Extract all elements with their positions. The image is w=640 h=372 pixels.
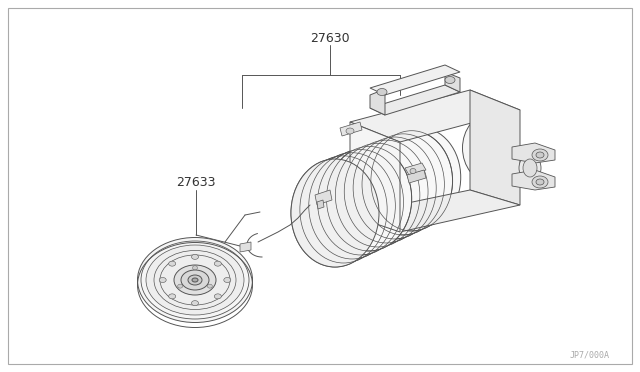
Polygon shape [350,190,520,232]
Polygon shape [445,72,460,92]
Ellipse shape [138,237,253,323]
Ellipse shape [191,254,198,259]
Ellipse shape [445,77,455,83]
Text: 27633: 27633 [176,176,216,189]
Ellipse shape [536,152,544,158]
Ellipse shape [463,114,518,182]
Ellipse shape [188,275,202,285]
Ellipse shape [377,89,387,96]
Polygon shape [317,200,324,209]
Ellipse shape [532,149,548,161]
Ellipse shape [181,270,209,290]
Ellipse shape [191,301,198,306]
Ellipse shape [169,294,175,299]
Ellipse shape [224,278,231,282]
Ellipse shape [214,294,221,299]
Ellipse shape [317,150,403,255]
Ellipse shape [380,128,461,227]
Ellipse shape [523,159,537,177]
Polygon shape [512,143,555,163]
Polygon shape [340,122,362,136]
Ellipse shape [291,159,379,267]
Ellipse shape [178,284,182,288]
Ellipse shape [193,266,198,270]
Ellipse shape [536,179,544,185]
Polygon shape [407,170,426,183]
Text: JP7/000A: JP7/000A [570,350,610,359]
Polygon shape [470,90,520,205]
Ellipse shape [532,176,548,188]
Polygon shape [350,122,400,232]
Text: 27630: 27630 [310,32,350,45]
Polygon shape [370,85,460,115]
Ellipse shape [371,131,452,231]
Ellipse shape [192,278,198,282]
Ellipse shape [159,278,166,282]
Ellipse shape [362,134,444,235]
Polygon shape [405,163,426,175]
Ellipse shape [300,156,387,263]
Ellipse shape [326,147,412,251]
Ellipse shape [344,140,428,243]
Ellipse shape [214,261,221,266]
Ellipse shape [519,154,541,182]
Ellipse shape [207,284,212,288]
Polygon shape [512,170,555,190]
Polygon shape [315,190,332,205]
Ellipse shape [169,261,175,266]
Ellipse shape [346,128,354,134]
Ellipse shape [174,265,216,295]
Ellipse shape [410,169,416,173]
Polygon shape [350,90,520,142]
Polygon shape [370,89,385,115]
Ellipse shape [308,153,396,259]
Ellipse shape [335,143,420,247]
Ellipse shape [353,137,436,239]
Polygon shape [370,65,460,95]
Polygon shape [240,242,251,252]
Ellipse shape [291,159,379,267]
Ellipse shape [146,245,244,315]
